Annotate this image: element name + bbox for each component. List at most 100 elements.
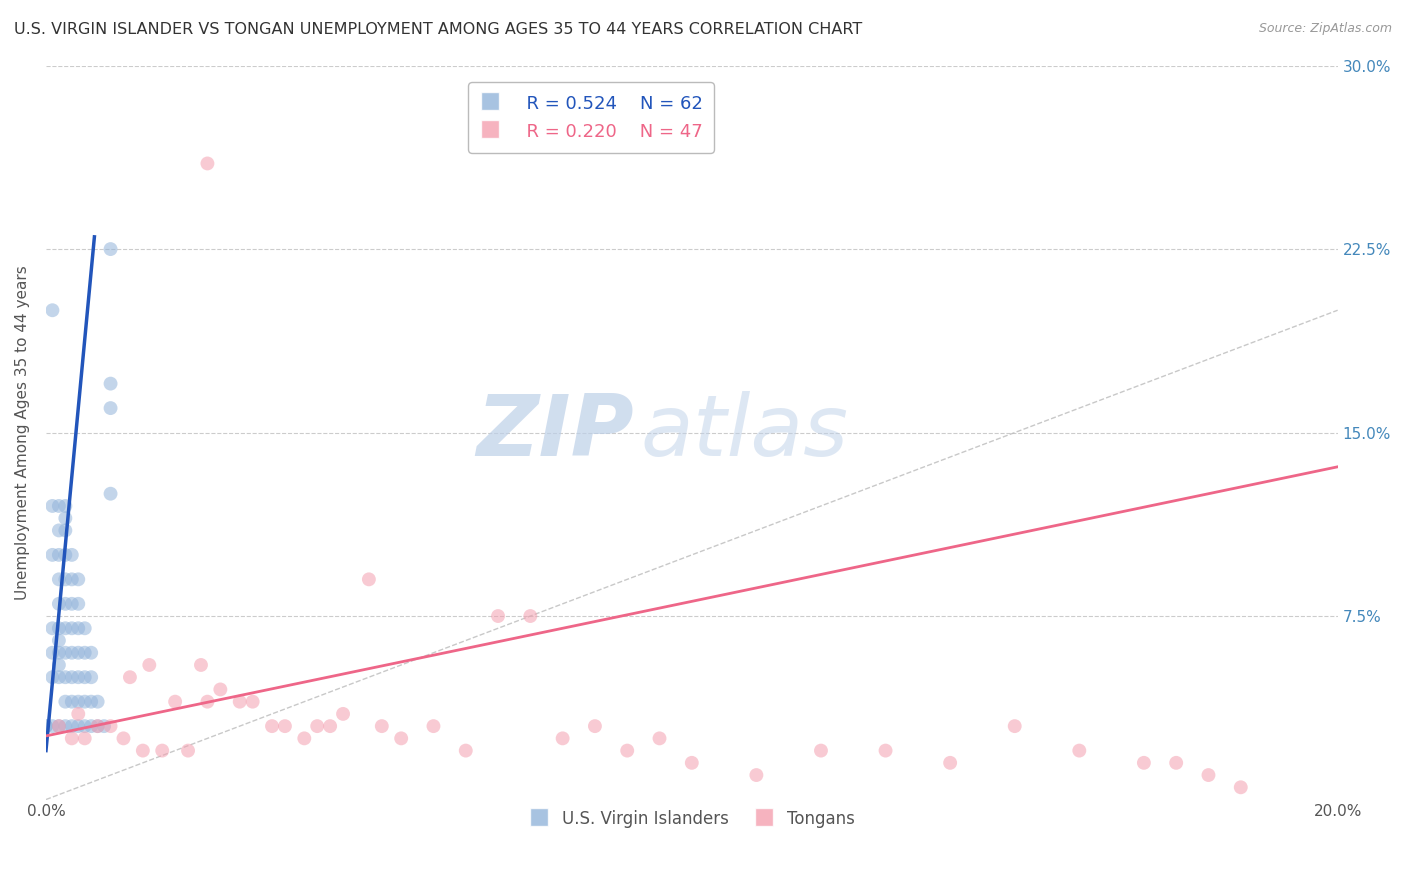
Point	[48, 597, 70, 611]
Point	[41, 499, 63, 513]
Point	[48, 719, 70, 733]
Point	[875, 743, 897, 757]
Point	[53, 572, 76, 586]
Point	[41, 646, 63, 660]
Point	[67, 706, 90, 721]
Point	[810, 743, 832, 757]
Point	[53, 670, 76, 684]
Legend: U.S. Virgin Islanders, Tongans: U.S. Virgin Islanders, Tongans	[522, 803, 862, 835]
Point	[486, 609, 509, 624]
Point	[53, 646, 76, 660]
Point	[67, 695, 90, 709]
Point	[132, 743, 155, 757]
Point	[53, 719, 76, 733]
Point	[60, 548, 83, 562]
Point	[41, 670, 63, 684]
Point	[48, 524, 70, 538]
Point	[307, 719, 329, 733]
Point	[35, 719, 58, 733]
Text: Source: ZipAtlas.com: Source: ZipAtlas.com	[1258, 22, 1392, 36]
Point	[100, 719, 122, 733]
Point	[242, 695, 264, 709]
Point	[60, 597, 83, 611]
Point	[53, 548, 76, 562]
Point	[138, 657, 160, 672]
Point	[73, 731, 96, 746]
Point	[86, 695, 108, 709]
Point	[67, 670, 90, 684]
Point	[67, 621, 90, 635]
Point	[48, 646, 70, 660]
Point	[48, 633, 70, 648]
Point	[60, 572, 83, 586]
Point	[41, 548, 63, 562]
Point	[67, 646, 90, 660]
Point	[100, 486, 122, 500]
Point	[93, 719, 115, 733]
Point	[67, 597, 90, 611]
Point	[389, 731, 412, 746]
Y-axis label: Unemployment Among Ages 35 to 44 years: Unemployment Among Ages 35 to 44 years	[15, 265, 30, 600]
Point	[422, 719, 444, 733]
Point	[73, 621, 96, 635]
Point	[357, 572, 380, 586]
Point	[274, 719, 297, 733]
Point	[53, 621, 76, 635]
Point	[150, 743, 173, 757]
Point	[583, 719, 606, 733]
Point	[1166, 756, 1188, 770]
Point	[228, 695, 250, 709]
Point	[48, 657, 70, 672]
Point	[118, 670, 141, 684]
Point	[190, 657, 212, 672]
Point	[177, 743, 200, 757]
Point	[53, 524, 76, 538]
Point	[1004, 719, 1026, 733]
Text: U.S. VIRGIN ISLANDER VS TONGAN UNEMPLOYMENT AMONG AGES 35 TO 44 YEARS CORRELATIO: U.S. VIRGIN ISLANDER VS TONGAN UNEMPLOYM…	[14, 22, 862, 37]
Point	[197, 156, 219, 170]
Point	[197, 695, 219, 709]
Point	[53, 695, 76, 709]
Point	[60, 731, 83, 746]
Point	[53, 597, 76, 611]
Point	[648, 731, 671, 746]
Point	[616, 743, 638, 757]
Point	[48, 670, 70, 684]
Point	[48, 621, 70, 635]
Point	[53, 511, 76, 525]
Point	[519, 609, 541, 624]
Point	[60, 695, 83, 709]
Point	[48, 548, 70, 562]
Point	[100, 401, 122, 416]
Point	[939, 756, 962, 770]
Point	[112, 731, 135, 746]
Point	[292, 731, 315, 746]
Point	[73, 695, 96, 709]
Point	[60, 646, 83, 660]
Point	[100, 376, 122, 391]
Point	[67, 572, 90, 586]
Point	[48, 499, 70, 513]
Point	[60, 719, 83, 733]
Point	[209, 682, 232, 697]
Text: ZIP: ZIP	[477, 391, 634, 474]
Point	[48, 719, 70, 733]
Text: atlas: atlas	[640, 391, 848, 474]
Point	[73, 719, 96, 733]
Point	[551, 731, 574, 746]
Point	[53, 499, 76, 513]
Point	[60, 670, 83, 684]
Point	[41, 719, 63, 733]
Point	[100, 242, 122, 256]
Point	[681, 756, 703, 770]
Point	[745, 768, 768, 782]
Point	[319, 719, 342, 733]
Point	[86, 719, 108, 733]
Point	[80, 670, 103, 684]
Point	[80, 695, 103, 709]
Point	[165, 695, 187, 709]
Point	[1229, 780, 1251, 795]
Point	[1133, 756, 1156, 770]
Point	[332, 706, 354, 721]
Point	[80, 719, 103, 733]
